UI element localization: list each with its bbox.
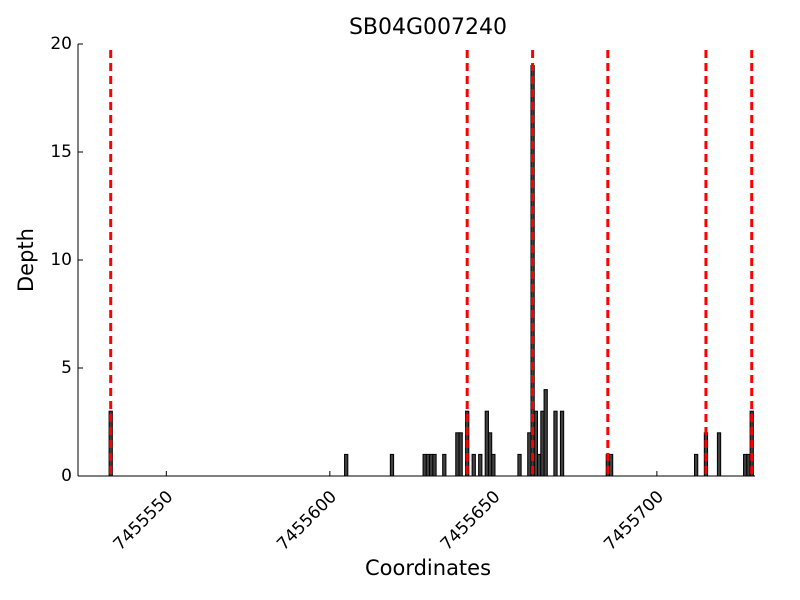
bar [442,453,447,477]
y-tick-label: 0 [61,466,72,486]
x-tick-label: 7455700 [600,487,668,555]
y-tick-label: 20 [50,34,72,54]
bar [344,453,349,477]
bar [553,410,558,477]
bar [432,453,437,477]
y-axis-label: Depth [14,228,38,292]
x-tick-label: 7455600 [273,487,341,555]
bar [471,453,476,477]
y-tick-label: 5 [61,358,72,378]
bar [389,453,395,477]
bar [491,453,496,477]
y-tick-label: 10 [50,250,72,270]
x-axis-label: Coordinates [365,556,491,580]
bar [543,389,548,477]
bar [458,432,463,477]
bar [693,453,699,477]
chart-title: SB04G007240 [349,15,507,40]
bar [478,453,483,477]
x-tick-label: 7455550 [110,487,178,555]
bar [517,453,522,477]
bar [559,410,565,477]
x-tick-label: 7455650 [437,487,505,555]
bar [716,432,722,477]
y-tick-label: 15 [50,142,72,162]
bar [608,453,614,477]
